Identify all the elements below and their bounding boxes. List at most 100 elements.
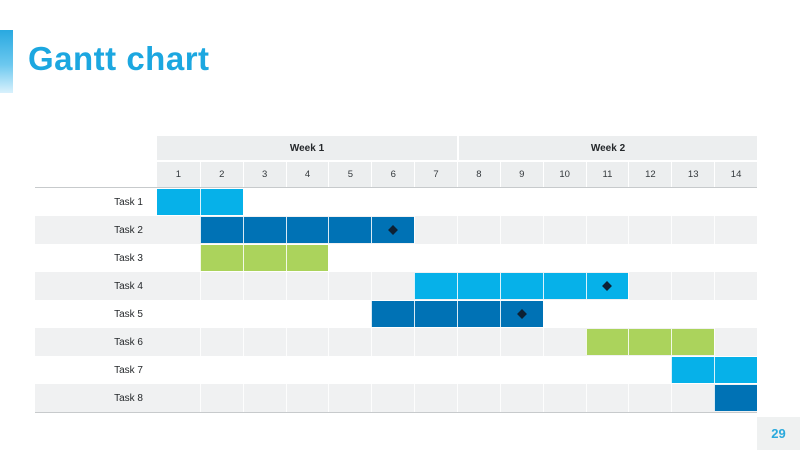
gantt-cell [414,384,457,412]
task-label: Task 2 [114,224,143,236]
gantt-bar-cell [585,273,629,299]
gantt-bar-cell [199,189,243,215]
task-label: Task 6 [114,336,143,348]
gantt-cell [157,300,200,328]
gantt-cell [371,328,414,356]
gantt-cell [671,384,714,412]
day-header-cell: 5 [328,162,372,187]
gantt-cell [242,384,286,412]
gantt-bar-cell [285,245,329,271]
gantt-cell [585,188,629,216]
gantt-cell [628,356,671,384]
task-label: Task 7 [114,364,143,376]
gantt-cell [285,272,329,300]
gantt-cell [414,216,457,244]
gantt-cell [242,188,286,216]
gantt-cell [542,328,586,356]
gantt-cell [242,300,286,328]
gantt-cell [499,356,543,384]
gantt-cell [285,188,329,216]
gantt-cell [199,272,243,300]
gantt-cell [328,300,371,328]
milestone-diamond-icon [388,225,399,235]
gantt-cell [499,244,543,272]
bottom-divider-line [35,412,757,413]
page-title: Gantt chart [28,40,210,77]
gantt-cell [157,356,200,384]
gantt-cell [671,188,714,216]
gantt-cell [457,328,500,356]
gantt-cell [628,188,671,216]
gantt-cell [585,300,629,328]
gantt-bar-cell [542,273,586,299]
week-header-cell: Week 1 [157,136,457,160]
gantt-cell [285,384,329,412]
gantt-cell [585,384,629,412]
gantt-cell [585,216,629,244]
gantt-cell [328,356,371,384]
gantt-cell [671,216,714,244]
gantt-bar-cell [499,273,543,299]
day-header-row: 1 2 3 4 5 6 7 8 9 10 11 12 13 14 [157,162,757,187]
gantt-bar-cell [199,245,243,271]
gantt-cell [542,188,586,216]
gantt-cell [714,328,757,356]
day-header-cell: 13 [671,162,715,187]
gantt-cell [414,188,457,216]
gantt-cell [714,300,757,328]
gantt-cell [457,216,500,244]
gantt-cell [328,272,371,300]
gantt-cell [542,300,586,328]
gantt-cell [199,356,243,384]
gantt-cell [457,188,500,216]
gantt-bar-cell [199,217,243,243]
task-row: Task 8 [35,384,757,412]
gantt-bar-cell [714,385,757,411]
day-header-cell: 7 [414,162,457,187]
gantt-cell [328,384,371,412]
day-header-cell: 10 [542,162,586,187]
gantt-cell [542,244,586,272]
gantt-cell [499,328,543,356]
gantt-cell [242,328,286,356]
gantt-bar-cell [328,217,372,243]
gantt-cell [414,328,457,356]
gantt-cell [285,300,329,328]
gantt-cell [328,188,371,216]
page-number: 29 [771,426,786,441]
day-header-cell: 9 [499,162,543,187]
gantt-cell [499,188,543,216]
gantt-cell [628,216,671,244]
milestone-diamond-icon [602,281,613,291]
gantt-cell [714,216,757,244]
gantt-cell [542,384,586,412]
gantt-bar-cell [628,329,672,355]
gantt-bar-cell [671,329,715,355]
gantt-cell [328,244,371,272]
task-row: Task 6 [35,328,757,356]
day-header-cell: 3 [242,162,286,187]
gantt-cell [414,356,457,384]
day-header-cell: 6 [371,162,415,187]
gantt-cell [714,188,757,216]
gantt-bar-cell [371,301,415,327]
gantt-cell [371,244,414,272]
milestone-diamond-icon [516,309,527,319]
gantt-cell [542,356,586,384]
gantt-cell [199,384,243,412]
gantt-cell [628,272,671,300]
task-label: Task 8 [114,392,143,404]
gantt-cell [585,356,629,384]
gantt-cell [457,384,500,412]
gantt-cell [199,300,243,328]
gantt-bar-cell [414,301,457,327]
gantt-cell [328,328,371,356]
gantt-cell [371,272,414,300]
gantt-cell [457,244,500,272]
header-divider-line [35,187,757,188]
gantt-cell [671,272,714,300]
gantt-bar-cell [242,217,286,243]
gantt-cell [628,300,671,328]
gantt-cell [242,272,286,300]
day-header-cell: 11 [585,162,629,187]
